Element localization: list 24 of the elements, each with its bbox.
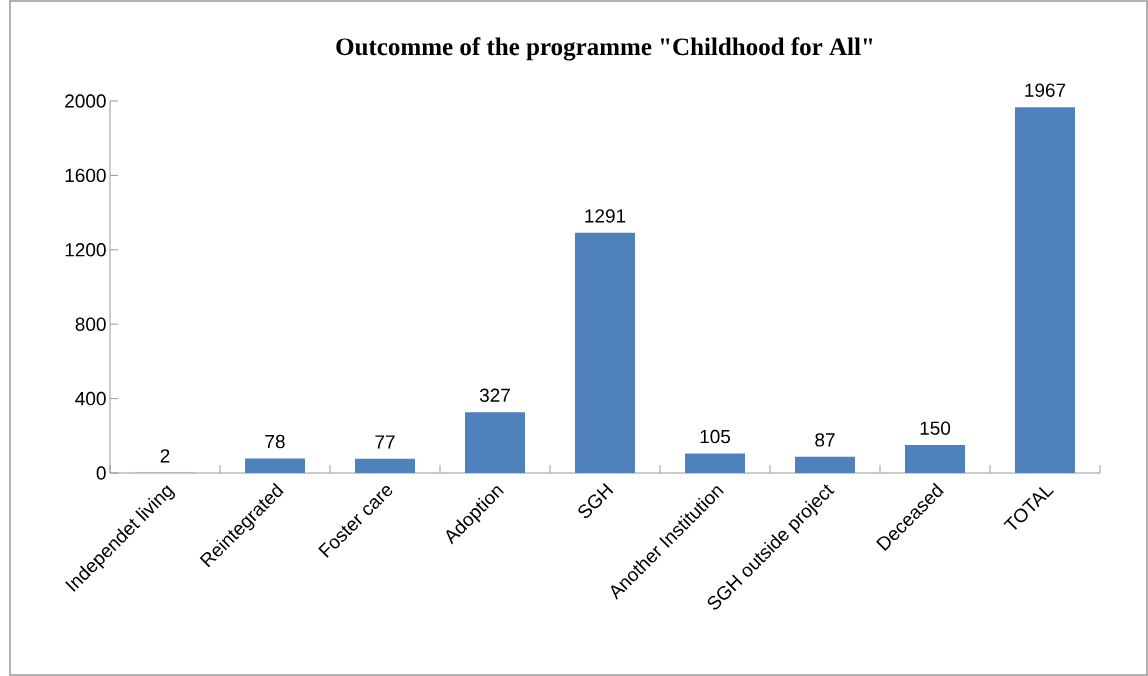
bar — [1015, 107, 1075, 473]
bar — [575, 232, 635, 473]
bar — [685, 453, 745, 473]
y-tick-label: 1600 — [65, 168, 106, 183]
y-tick-label: 400 — [75, 391, 106, 406]
data-label: 1967 — [1025, 83, 1066, 97]
bar — [355, 458, 415, 473]
y-tick-label: 1200 — [65, 243, 106, 257]
y-tick-label: 2000 — [65, 94, 106, 108]
data-label: 2 — [160, 449, 170, 463]
data-label: 327 — [479, 388, 510, 402]
bar — [795, 456, 855, 473]
chart-title: Outcomme of the programme "Childhood for All" — [336, 37, 873, 61]
data-label: 105 — [700, 429, 731, 444]
y-tick-label: 800 — [75, 317, 106, 331]
data-label: 1291 — [585, 209, 626, 223]
data-label: 78 — [265, 434, 285, 449]
data-label: 87 — [815, 433, 835, 447]
bar — [245, 458, 305, 473]
y-tick-label: 0 — [96, 466, 106, 480]
data-label: 77 — [375, 435, 395, 449]
bar — [905, 445, 965, 473]
data-label: 150 — [920, 421, 951, 435]
bar — [465, 412, 525, 473]
